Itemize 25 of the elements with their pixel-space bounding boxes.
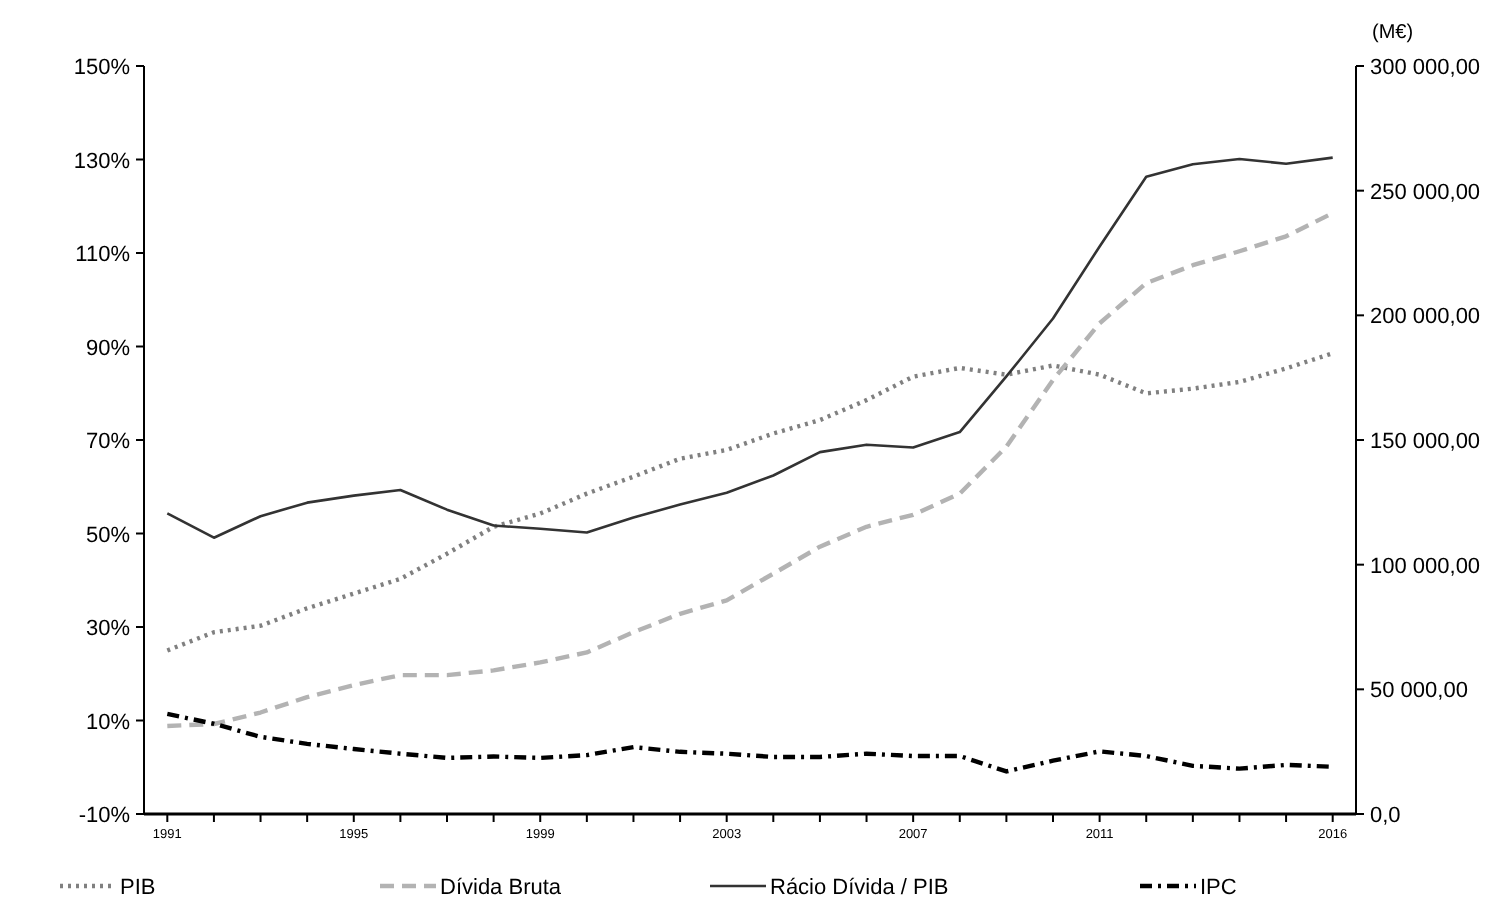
y-tick-label: 70%	[85, 430, 131, 454]
line-series	[165, 711, 1335, 774]
y-tick-label: 90%	[85, 336, 131, 361]
y2-tick-label: 300 000,00	[1370, 56, 1481, 80]
y2-tick-label: 150 000,00	[1370, 430, 1481, 454]
legend-label: PIB	[120, 876, 156, 900]
y-tick-label: 50%	[85, 523, 131, 548]
legend-label: IPC	[1200, 876, 1237, 900]
line-series	[165, 210, 1335, 729]
y-tick-label: 110%	[75, 243, 131, 267]
y2-tick-label: 50 000,00	[1370, 679, 1468, 704]
y2-tick-label: 0,0	[1370, 804, 1401, 828]
y2-tick-label: 100 000,00	[1370, 554, 1481, 579]
y-tick-label: 30%	[85, 617, 131, 641]
line-series	[166, 156, 1334, 540]
y2-tick-label: 250 000,00	[1370, 180, 1481, 205]
y-tick-label: 130%	[73, 149, 131, 174]
y-tick-label: 150%	[73, 56, 131, 80]
line-series	[165, 351, 1335, 653]
y2-tick-label: 200 000,00	[1370, 305, 1481, 330]
legend-label: Dívida Bruta	[440, 876, 563, 900]
y2-axis-title: (M€)	[1372, 22, 1414, 44]
y-tick-label: 10%	[85, 710, 131, 735]
legend-label: Rácio Dívida / PIB	[770, 876, 949, 900]
y-tick-label: -10%	[78, 804, 131, 828]
